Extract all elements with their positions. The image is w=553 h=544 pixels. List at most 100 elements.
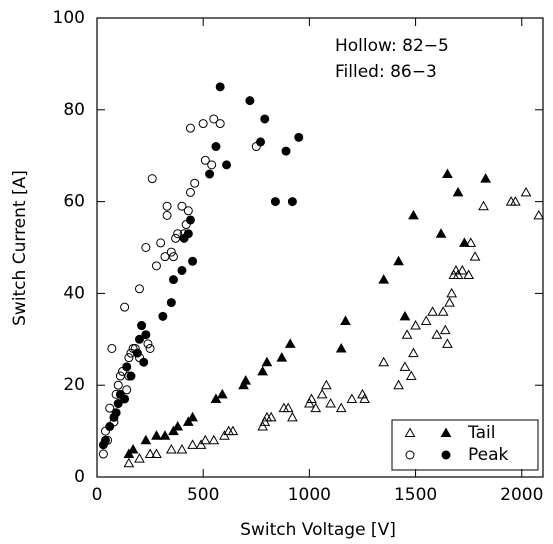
triangle-marker [187,411,198,422]
circle-marker [141,243,151,252]
triangle-marker [127,443,139,454]
triangle-marker [405,370,417,381]
triangle-marker [276,352,288,362]
triangle-marker [257,420,269,431]
y-tick-label: 100 [53,8,85,28]
legend-label: Tail [467,423,495,443]
y-tick-label: 60 [63,192,85,212]
triangle-marker [442,168,453,179]
annotation: Hollow: 82−5 [335,36,449,56]
triangle-marker [378,356,390,367]
circle-marker [124,353,134,363]
x-tick-label: 500 [187,485,219,505]
circle-marker [134,284,144,294]
circle-marker [141,330,151,340]
triangle-marker [480,173,492,183]
triangle-marker [168,425,179,436]
triangle-marker [238,379,249,390]
triangle-marker [439,324,451,335]
triangle-marker [340,315,351,325]
circle-marker [209,114,219,124]
circle-marker [158,311,168,321]
legend-marker [405,450,415,460]
triangle-marker [216,388,228,399]
circle-marker [120,302,130,312]
plot-frame [96,17,544,478]
circle-marker [294,132,304,142]
legend-marker [404,427,416,437]
triangle-marker [399,310,411,321]
triangle-marker [478,200,489,211]
y-tick-label: 20 [63,375,85,395]
triangle-marker [123,457,135,468]
legend-label: Peak [468,445,509,465]
legend-marker [440,427,452,437]
triangle-marker [359,393,370,403]
circle-marker [256,137,266,147]
triangle-marker [452,269,464,280]
triangle-marker [227,425,239,436]
triangle-marker [437,306,449,316]
circle-marker [171,233,181,243]
triangle-marker [265,411,277,422]
triangle-marker [393,379,404,390]
triangle-marker [463,269,475,280]
triangle-marker [465,237,477,247]
circle-marker [185,187,195,197]
circle-marker [177,201,187,211]
triangle-marker [435,228,447,238]
triangle-marker [284,338,296,348]
triangle-marker [316,388,328,399]
circle-marker [132,348,142,358]
circle-marker [162,210,172,220]
circle-marker [156,238,166,248]
triangle-marker [195,439,207,449]
triangle-marker [459,237,470,247]
circle-marker [215,119,225,129]
circle-marker [139,357,149,367]
triangle-marker [219,430,230,440]
circle-marker [120,394,130,404]
triangle-marker [335,342,347,353]
circle-marker [122,362,132,372]
circle-marker [122,385,132,395]
circle-marker [113,399,123,409]
triangle-marker [399,361,411,371]
circle-marker [143,339,153,349]
circle-marker [134,334,144,344]
triangle-marker [378,274,390,284]
triangle-marker [420,315,432,325]
circle-marker [126,371,136,381]
triangle-marker [510,196,521,206]
triangle-marker [257,365,269,376]
triangle-marker [401,329,413,339]
y-tick-label: 80 [63,100,85,120]
triangle-marker [199,434,211,445]
triangle-marker [452,186,464,197]
triangle-marker [151,430,162,440]
triangle-marker [176,443,188,454]
triangle-marker [208,434,220,445]
circle-marker [198,119,208,129]
y-tick-label: 40 [63,283,85,303]
triangle-marker [159,430,171,440]
triangle-marker [182,416,194,426]
triangle-marker [210,393,222,403]
circle-marker [166,298,176,308]
triangle-marker [187,439,198,449]
triangle-marker [172,420,184,431]
circle-marker [207,160,217,170]
triangle-marker [321,379,332,390]
triangle-marker [261,356,273,367]
circle-marker [115,371,125,381]
circle-marker [105,403,115,413]
triangle-marker [282,402,294,413]
x-tick-label: 1000 [288,485,331,505]
legend-marker [441,450,451,460]
circle-marker [260,114,270,124]
triangle-marker [304,398,315,408]
triangle-marker [393,255,404,266]
triangle-marker [442,338,453,348]
triangle-marker [240,375,252,385]
triangle-marker [533,209,545,220]
